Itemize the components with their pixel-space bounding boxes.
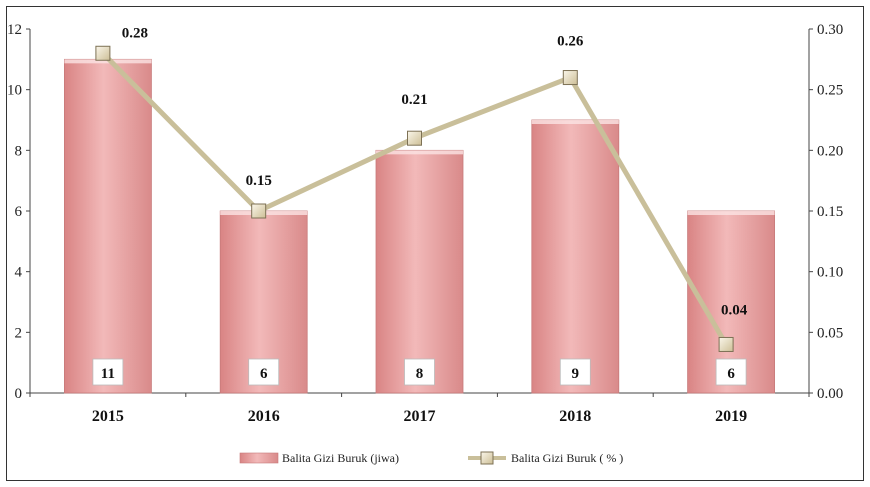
bar-value-box <box>92 358 124 386</box>
line-value-label: 0.26 <box>557 34 584 50</box>
left-tick-label: 6 <box>15 204 23 220</box>
line-marker <box>95 45 111 61</box>
bar <box>531 119 620 394</box>
legend-bar-label: Balita Gizi Buruk (jiwa) <box>282 451 399 465</box>
left-tick-label: 8 <box>15 143 23 159</box>
bar-top-highlight <box>687 211 775 215</box>
x-tick-label: 2015 <box>92 408 124 425</box>
bar-value-box <box>559 358 591 386</box>
line-marker <box>718 336 734 352</box>
left-tick-label: 10 <box>7 83 22 99</box>
left-tick-label: 12 <box>7 22 22 38</box>
x-tick-label: 2016 <box>248 408 280 425</box>
legend-line-label: Balita Gizi Buruk ( % ) <box>511 451 623 465</box>
bar-value-label: 6 <box>727 366 735 382</box>
bar-value-box <box>404 358 435 386</box>
line-value-label: 0.21 <box>401 92 427 108</box>
x-tick-label: 2019 <box>715 408 747 425</box>
left-tick-label: 4 <box>15 265 23 281</box>
bar <box>375 149 464 394</box>
right-tick-label: 0.00 <box>817 386 843 402</box>
bar <box>64 58 152 394</box>
right-tick-label: 0.15 <box>817 204 843 220</box>
bar-top-highlight <box>531 120 619 124</box>
left-tick-label: 2 <box>15 325 23 341</box>
right-tick-label: 0.25 <box>817 83 843 99</box>
right-tick-label: 0.10 <box>817 265 843 281</box>
left-tick-label: 0 <box>15 386 23 402</box>
legend-line-marker <box>480 451 494 465</box>
line-value-label: 0.28 <box>122 25 148 41</box>
legend-bar-swatch <box>239 452 279 464</box>
bar-value-label: 9 <box>572 366 580 382</box>
right-tick-label: 0.20 <box>817 143 843 159</box>
line-value-label: 0.04 <box>721 302 748 318</box>
x-tick-label: 2017 <box>404 408 436 425</box>
chart-frame: 0 2 4 6 8 10 12 0.00 0.05 0.10 0.15 0.20 0.25 0.30 201… <box>6 6 864 481</box>
line-marker <box>407 130 422 146</box>
bar-value-box <box>248 358 280 386</box>
x-tick-label: 2018 <box>559 408 591 425</box>
right-tick-label: 0.05 <box>817 325 843 341</box>
right-tick-label: 0.30 <box>817 22 843 38</box>
bar-value-box <box>715 358 747 386</box>
line-marker <box>562 70 578 86</box>
line-value-label: 0.15 <box>246 173 272 189</box>
bar-value-label: 6 <box>260 366 268 382</box>
bar-top-highlight <box>376 150 463 155</box>
bar-value-label: 11 <box>101 366 115 382</box>
line-marker <box>251 203 267 219</box>
combo-chart: 0 2 4 6 8 10 12 0.00 0.05 0.10 0.15 0.20 0.25 0.30 201… <box>7 22 843 465</box>
bar-value-label: 8 <box>416 366 424 382</box>
